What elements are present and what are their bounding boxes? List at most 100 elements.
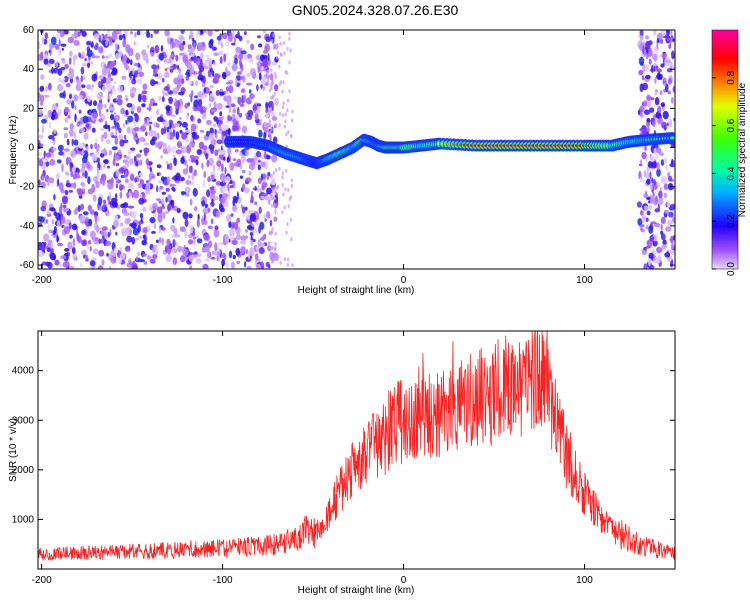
noise-speck [42,169,46,177]
noise-speck [184,102,189,109]
noise-speck [271,81,274,86]
noise-speck [105,240,112,246]
noise-speck [661,244,667,250]
noise-speck [117,94,123,100]
noise-speck [197,42,203,51]
noise-speck [272,136,278,144]
noise-speck [167,203,171,212]
colorbar-label: Normalized spectral amplitude [737,82,748,217]
noise-speck [249,93,255,99]
noise-speck [80,203,84,211]
noise-speck [82,115,89,124]
noise-speck [81,182,86,188]
noise-speck [274,98,279,107]
noise-speck [281,182,284,187]
noise-speck [193,169,197,177]
noise-speck [216,117,219,125]
noise-speck [57,68,63,76]
noise-speck [73,139,79,146]
noise-speck [41,243,44,251]
noise-speck [275,254,278,259]
noise-speck [238,112,243,118]
noise-speck [166,238,171,246]
noise-speck [201,162,204,170]
noise-speck [270,107,273,112]
noise-speck [172,154,176,158]
noise-speck [158,188,161,193]
noise-speck [85,146,89,152]
noise-speck [53,226,57,234]
noise-speck [150,51,155,57]
noise-speck [86,41,92,46]
noise-speck [68,71,74,80]
noise-speck [239,246,246,255]
noise-speck [130,211,137,219]
noise-speck [158,227,162,234]
noise-speck [93,33,100,40]
y-tick-label: 20 [23,103,35,114]
noise-speck [245,149,249,157]
noise-speck [284,119,287,124]
noise-speck [115,163,120,167]
noise-speck [38,152,42,156]
noise-speck [228,105,232,114]
noise-speck [278,111,282,116]
noise-speck [89,266,92,269]
noise-speck [98,74,104,80]
noise-speck [241,169,246,174]
noise-speck [90,143,93,150]
noise-speck [60,66,66,71]
noise-speck [648,225,654,234]
noise-speck [191,37,195,42]
noise-speck [92,248,99,255]
noise-speck [166,163,170,170]
noise-speck [166,132,170,140]
noise-speck [192,155,200,160]
noise-speck [140,125,146,132]
noise-speck [123,64,130,69]
noise-speck [184,219,189,228]
noise-speck [64,106,70,113]
noise-speck [246,82,253,86]
noise-speck [179,117,182,120]
noise-speck [38,179,41,186]
noise-speck [212,70,215,77]
noise-speck [641,151,647,160]
noise-speck [115,177,120,182]
noise-speck [57,144,64,152]
y-tick-label: 1000 [12,514,35,525]
noise-speck [86,244,90,250]
noise-speck [227,114,231,119]
noise-speck [232,222,235,229]
noise-speck [64,248,70,252]
noise-speck [106,108,109,113]
noise-speck [197,213,200,221]
noise-speck [92,111,99,119]
noise-speck [666,201,671,208]
noise-speck [196,58,201,67]
noise-speck [258,206,262,214]
noise-speck [259,119,263,123]
noise-speck [141,103,146,108]
noise-speck [238,59,242,67]
noise-speck [266,187,272,195]
noise-speck [645,53,649,60]
noise-speck [156,58,161,64]
noise-speck [100,149,107,154]
noise-speck [268,246,275,251]
noise-speck [119,191,123,199]
noise-speck [120,174,125,179]
noise-speck [42,36,45,45]
noise-speck [249,89,252,94]
noise-speck [98,238,101,244]
x-tick-label: -100 [213,275,233,286]
noise-speck [142,52,149,61]
noise-speck [47,109,52,119]
noise-speck [201,112,207,120]
noise-speck [133,155,137,162]
noise-speck [188,239,194,245]
noise-speck [275,55,279,60]
noise-speck [651,64,654,74]
